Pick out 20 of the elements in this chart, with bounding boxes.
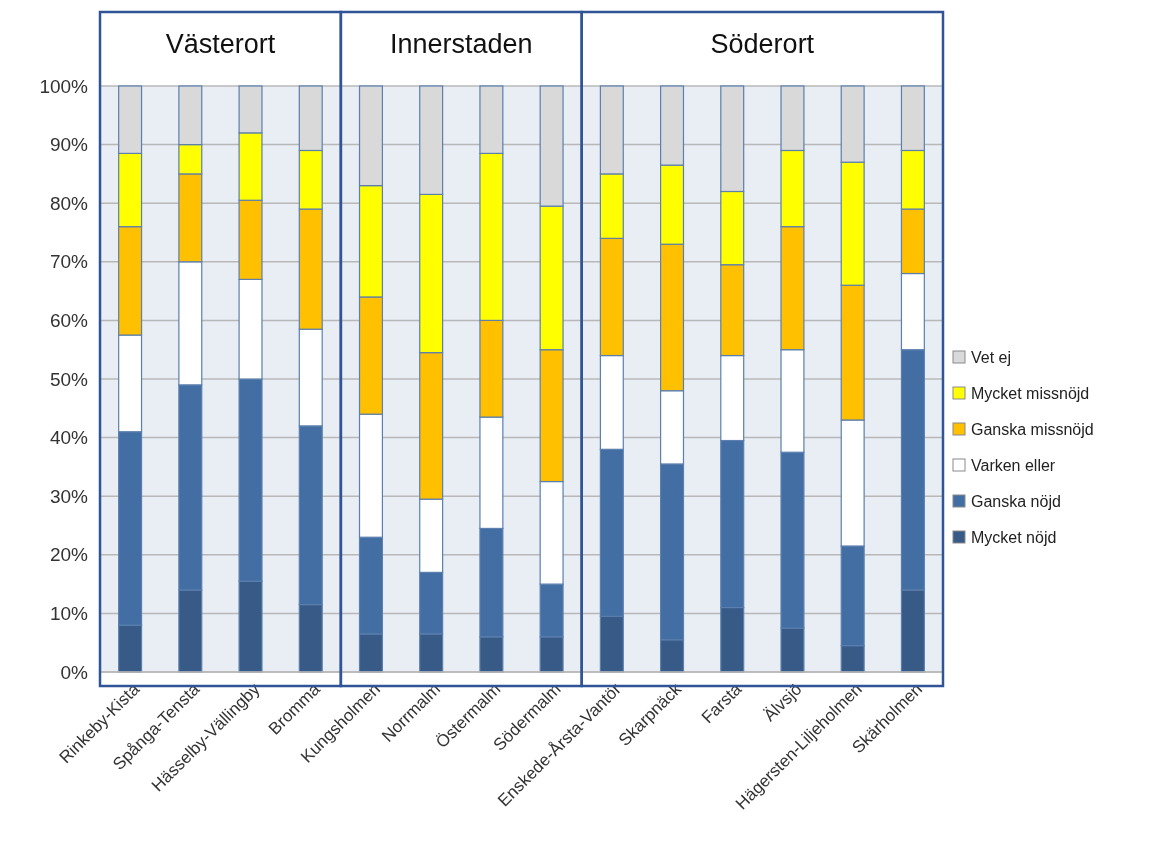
legend-label: Mycket nöjd (971, 528, 1057, 546)
band-label: Söderort (710, 29, 815, 59)
legend-label: Ganska missnöjd (971, 420, 1094, 438)
y-tick-label: 0% (60, 661, 89, 683)
y-tick-label: 90% (49, 134, 89, 156)
band-label: Innerstaden (389, 29, 533, 59)
y-tick-label: 70% (49, 251, 89, 273)
y-tick-label: 50% (49, 368, 89, 390)
y-tick-label: 100% (39, 75, 89, 97)
legend-label: Ganska nöjd (971, 492, 1061, 510)
band-label: Västerort (165, 29, 276, 59)
y-tick-label: 10% (49, 603, 89, 625)
y-tick-label: 30% (49, 485, 89, 507)
y-tick-label: 80% (49, 192, 89, 214)
y-tick-label: 20% (49, 544, 89, 566)
legend-label: Vet ej (971, 348, 1012, 366)
y-tick-label: 40% (49, 427, 89, 449)
legend-label: Varken eller (971, 456, 1056, 474)
legend-label: Mycket missnöjd (971, 384, 1090, 402)
y-tick-label: 60% (49, 310, 89, 332)
